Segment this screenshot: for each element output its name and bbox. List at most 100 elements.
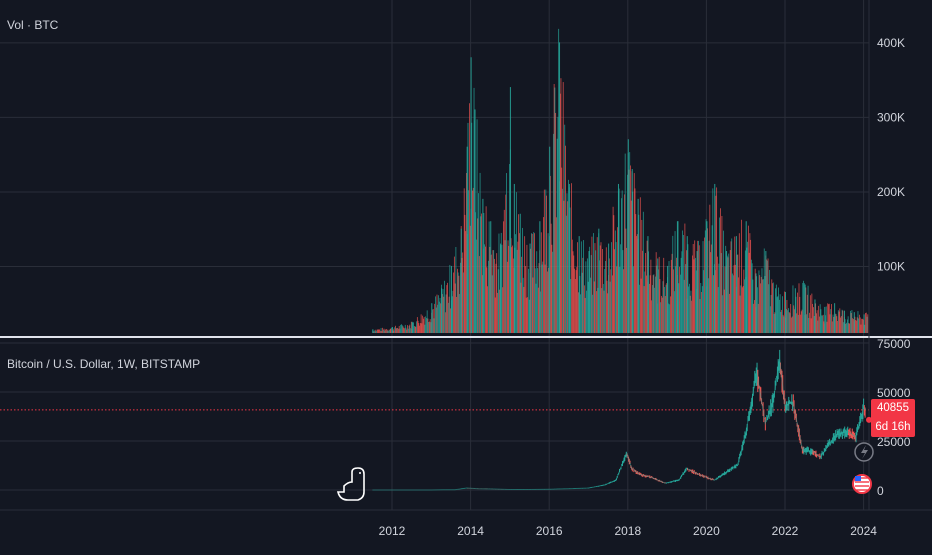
volume-bar (636, 234, 638, 333)
volume-bar (640, 278, 642, 333)
price-axis-tick: 50000 (877, 386, 911, 400)
volume-bar (562, 188, 563, 333)
volume-bar (390, 328, 392, 333)
volume-bar (416, 321, 417, 333)
volume-bar (556, 217, 557, 333)
volume-bar (675, 266, 677, 333)
volume-bar (456, 296, 458, 333)
volume-bar (561, 167, 563, 333)
volume-bar (643, 286, 645, 333)
volume-bar (842, 310, 844, 333)
price-axis-tick: 25000 (877, 435, 911, 449)
volume-bar (812, 303, 814, 333)
volume-bar (639, 284, 640, 333)
volume-bar (522, 277, 524, 333)
volume-bar-point (549, 146, 551, 333)
volume-axis-tick: 100K (877, 259, 905, 273)
volume-bar (502, 287, 504, 333)
volume-bar (648, 251, 650, 333)
volume-bar (518, 233, 520, 333)
volume-bar-point (588, 251, 590, 333)
volume-bar (688, 286, 690, 333)
volume-bar (549, 175, 551, 333)
volume-bar (407, 325, 408, 333)
volume-bar (825, 306, 827, 333)
volume-bar (557, 116, 559, 334)
volume-bar (622, 250, 624, 333)
volume-bar (867, 314, 869, 333)
volume-bar (710, 252, 711, 333)
volume-bar (792, 285, 794, 333)
volume-bar (417, 320, 419, 333)
volume-bar (862, 319, 864, 333)
volume-bar (692, 255, 693, 333)
volume-bar (628, 169, 630, 333)
volume-bar (800, 311, 802, 333)
volume-bar (444, 280, 445, 333)
volume-bar (611, 242, 612, 333)
volume-bar (554, 87, 556, 333)
volume-bar (535, 283, 537, 333)
volume-bar (817, 320, 819, 333)
volume-bar (456, 268, 458, 333)
volume-bar (574, 279, 576, 333)
volume-bar (579, 275, 581, 333)
volume-bar (709, 204, 711, 333)
volume-bar (638, 214, 640, 333)
volume-bar (472, 187, 474, 333)
volume-bar (469, 225, 471, 333)
volume-bar (780, 311, 782, 333)
volume-bar (599, 260, 600, 333)
volume-bar (672, 235, 674, 333)
volume-bar (850, 313, 852, 333)
price-marker-dot (866, 416, 872, 423)
volume-bar (547, 233, 549, 333)
volume-bar (693, 259, 695, 333)
volume-bar (673, 291, 675, 333)
volume-bar-point (667, 265, 669, 333)
volume-bar (576, 267, 578, 333)
volume-bar (394, 327, 396, 333)
volume-bar (741, 287, 743, 333)
volume-bar (729, 293, 730, 333)
volume-bar (422, 315, 424, 333)
volume-bar (521, 256, 523, 333)
volume-bar (581, 272, 583, 333)
volume-bar (820, 309, 822, 333)
us-flag-icon (852, 474, 872, 494)
volume-bar (864, 324, 866, 333)
volume-bar (580, 241, 582, 333)
volume-bar (834, 313, 836, 333)
volume-bar (629, 152, 631, 333)
volume-bar (670, 259, 672, 333)
volume-bar (630, 165, 631, 333)
volume-bar (760, 276, 762, 333)
volume-bar (841, 309, 843, 333)
volume-bar (498, 233, 500, 333)
volume-bar (534, 268, 536, 333)
volume-bar (530, 248, 532, 333)
volume-bar-point (785, 292, 786, 333)
volume-bar-point (466, 146, 468, 333)
volume-bar (854, 316, 856, 333)
volume-bar (791, 316, 793, 333)
volume-bar (786, 299, 788, 333)
volume-bar (475, 212, 476, 333)
volume-bar (720, 208, 721, 333)
volume-bar (769, 306, 771, 333)
volume-bar-point (726, 251, 728, 333)
volume-bar (570, 279, 572, 333)
volume-bar (683, 279, 685, 333)
volume-bar (708, 240, 710, 333)
volume-bar (831, 321, 833, 333)
volume-bar (763, 248, 765, 333)
volume-bar (770, 294, 772, 333)
volume-bar (434, 303, 436, 333)
volume-bar (653, 274, 655, 333)
volume-bar (436, 294, 438, 333)
volume-bar (568, 179, 569, 333)
volume-bar-point (631, 169, 633, 333)
volume-bar (378, 329, 380, 333)
